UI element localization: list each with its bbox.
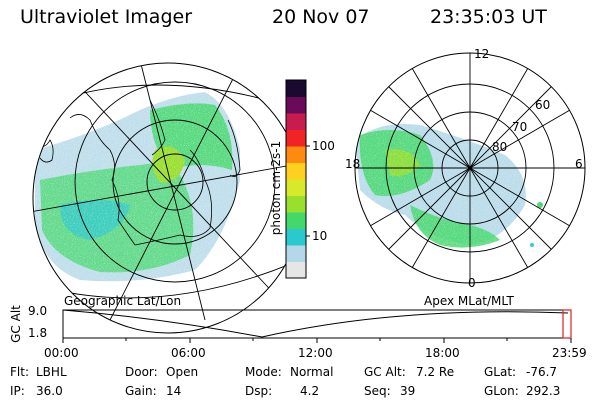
flt-value: LBHL [36, 365, 67, 379]
seq-value: 39 [400, 384, 416, 398]
colorbar-segment [286, 195, 306, 213]
colorbar-tick-100: 100 [312, 139, 335, 153]
mlt-label-12: 12 [474, 47, 490, 61]
left-map-caption: Geographic Lat/Lon [64, 294, 182, 308]
gain-label: Gain: [125, 384, 157, 398]
instrument-title: Ultraviolet Imager [20, 6, 193, 28]
colorbar-segment [286, 80, 306, 97]
glat-value: -76.7 [526, 365, 558, 379]
colorbar [286, 80, 306, 279]
glat-label: GLat: [484, 365, 517, 379]
door-value: Open [166, 365, 199, 379]
altitude-ytick-1-8: 1.8 [28, 326, 48, 340]
colorbar-segment [286, 129, 306, 147]
mlat-label-60: 60 [535, 98, 551, 112]
colorbar-segment [286, 162, 306, 180]
mlt-label-0: 0 [468, 276, 476, 290]
altitude-xtick-0000: 00:00 [44, 346, 79, 360]
colorbar-segment [286, 245, 306, 262]
colorbar-segment [286, 261, 306, 279]
colorbar-segment [286, 96, 306, 114]
mlat-label-70: 70 [512, 120, 528, 134]
apex-map [354, 52, 586, 284]
dsp-label: Dsp: [245, 384, 273, 398]
altitude-xtick-0600: 06:00 [171, 346, 206, 360]
altitude-ylabel: GC Alt [9, 305, 23, 343]
glon-label: GLon: [484, 384, 519, 398]
mode-value: Normal [290, 365, 334, 379]
flt-label: Flt: [10, 365, 29, 379]
colorbar-label: photon cm-2s-1 [269, 140, 283, 236]
colorbar-segment [286, 179, 306, 196]
glon-value: 292.3 [526, 384, 561, 398]
gcalt-value: 7.2 Re [416, 365, 455, 379]
altitude-xtick-2359: 23:59 [552, 346, 587, 360]
geographic-map [32, 62, 304, 334]
right-map-caption: Apex MLat/MLT [424, 294, 514, 308]
ip-label: IP: [10, 384, 25, 398]
ip-value: 36.0 [36, 384, 63, 398]
door-label: Door: [125, 365, 158, 379]
altitude-ytick-9: 9.0 [28, 304, 48, 318]
gain-value: 14 [166, 384, 182, 398]
colorbar-segment [286, 212, 306, 229]
time-label: 23:35:03 UT [430, 6, 547, 28]
mlat-label-80: 80 [492, 140, 508, 154]
colorbar-segment [286, 113, 306, 130]
altitude-xtick-1200: 12:00 [298, 346, 333, 360]
date-label: 20 Nov 07 [272, 6, 370, 28]
altitude-plot [62, 309, 572, 343]
mlt-label-18: 18 [345, 157, 361, 171]
colorbar-segment [286, 146, 306, 163]
dsp-value: 4.2 [300, 384, 320, 398]
seq-label: Seq: [364, 384, 391, 398]
mode-label: Mode: [245, 365, 282, 379]
colorbar-tick-10: 10 [312, 229, 328, 243]
altitude-xtick-1800: 18:00 [425, 346, 460, 360]
mlt-label-6: 6 [575, 157, 583, 171]
gcalt-label: GC Alt: [364, 365, 406, 379]
colorbar-segment [286, 228, 306, 246]
